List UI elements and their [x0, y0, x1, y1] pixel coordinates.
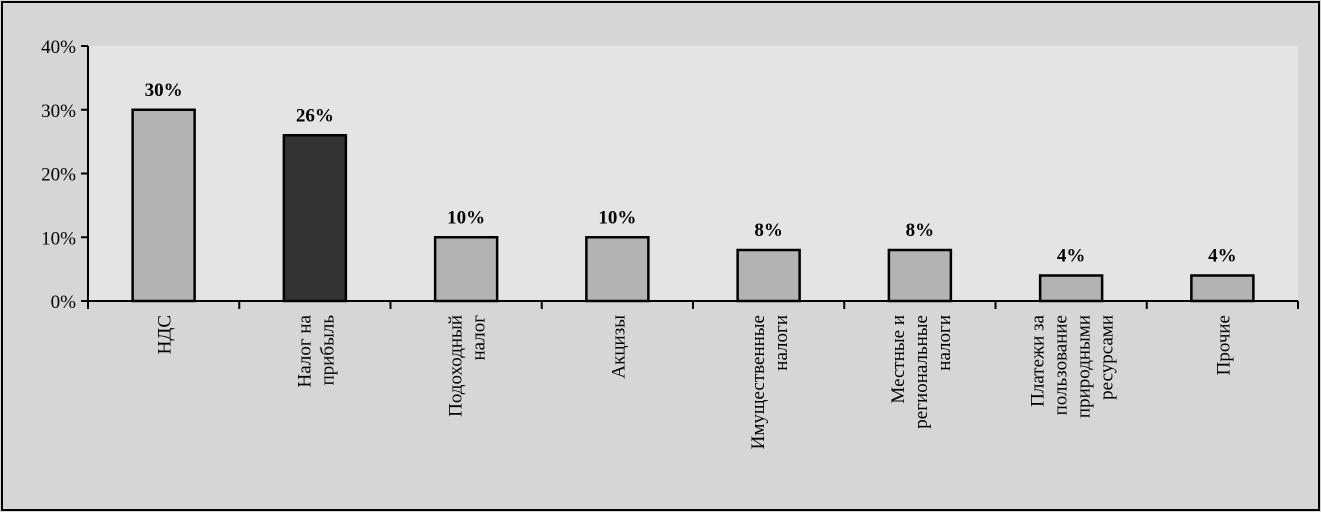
bar: [282, 134, 348, 303]
data-label: 26%: [296, 105, 334, 126]
category-label-line: региональные: [911, 315, 932, 429]
data-label: 30%: [145, 80, 183, 101]
category-label: Подоходный налог: [446, 315, 490, 417]
y-tick-label: 0%: [51, 292, 77, 313]
data-label: 4%: [1208, 246, 1237, 267]
category-label-line: Акцизы: [608, 315, 629, 379]
bar: [433, 236, 499, 303]
category-label-line: Подоходный: [446, 315, 467, 417]
bar: [131, 108, 196, 303]
data-label: 8%: [754, 220, 783, 241]
category-label-line: НДС: [155, 315, 176, 354]
category-label-line: Местные и: [888, 315, 909, 404]
y-axis: 0% 10% 20% 30% 40%: [41, 37, 89, 313]
bar: [736, 248, 801, 303]
bars: [131, 108, 1255, 303]
category-label: Имущественные налоги: [748, 315, 792, 449]
bar: [887, 248, 953, 303]
plot-area: [88, 46, 1298, 301]
category-labels: НДС Налог на прибыль Подоходный налог Акцизы И…: [155, 314, 1235, 449]
category-label: Платежи за пользование природными ресурсами: [1028, 314, 1118, 418]
data-label: 4%: [1057, 246, 1086, 267]
category-label: Акцизы: [608, 315, 629, 379]
category-label-line: Налог на: [294, 314, 315, 387]
category-label-line: природными: [1074, 315, 1095, 418]
data-label: 10%: [447, 207, 485, 228]
bar: [1038, 274, 1104, 303]
category-label-line: Имущественные: [748, 315, 769, 449]
category-label-line: налог: [469, 315, 490, 361]
category-label-line: ресурсами: [1097, 315, 1118, 400]
category-label-line: налоги: [771, 315, 792, 371]
category-label-line: налоги: [934, 315, 955, 371]
y-tick-label: 20%: [41, 165, 76, 186]
category-label-line: прибыль: [317, 315, 338, 386]
category-label-line: Прочие: [1213, 315, 1234, 375]
y-tick-label: 30%: [41, 101, 76, 122]
category-label: Прочие: [1213, 315, 1234, 375]
x-axis: [87, 300, 1299, 309]
y-tick-label: 10%: [41, 228, 76, 249]
data-labels: 30% 26% 10% 10% 8% 8% 4% 4%: [145, 80, 1237, 267]
category-label-line: пользование: [1051, 315, 1072, 415]
category-label: НДС: [155, 315, 176, 354]
category-label: Налог на прибыль: [294, 314, 338, 387]
category-label: Местные и региональные налоги: [888, 315, 955, 429]
data-label: 10%: [598, 207, 636, 228]
bar: [585, 236, 650, 303]
bar: [1190, 274, 1255, 303]
category-label-line: Платежи за: [1028, 314, 1049, 406]
y-tick-label: 40%: [41, 37, 76, 58]
data-label: 8%: [906, 220, 935, 241]
